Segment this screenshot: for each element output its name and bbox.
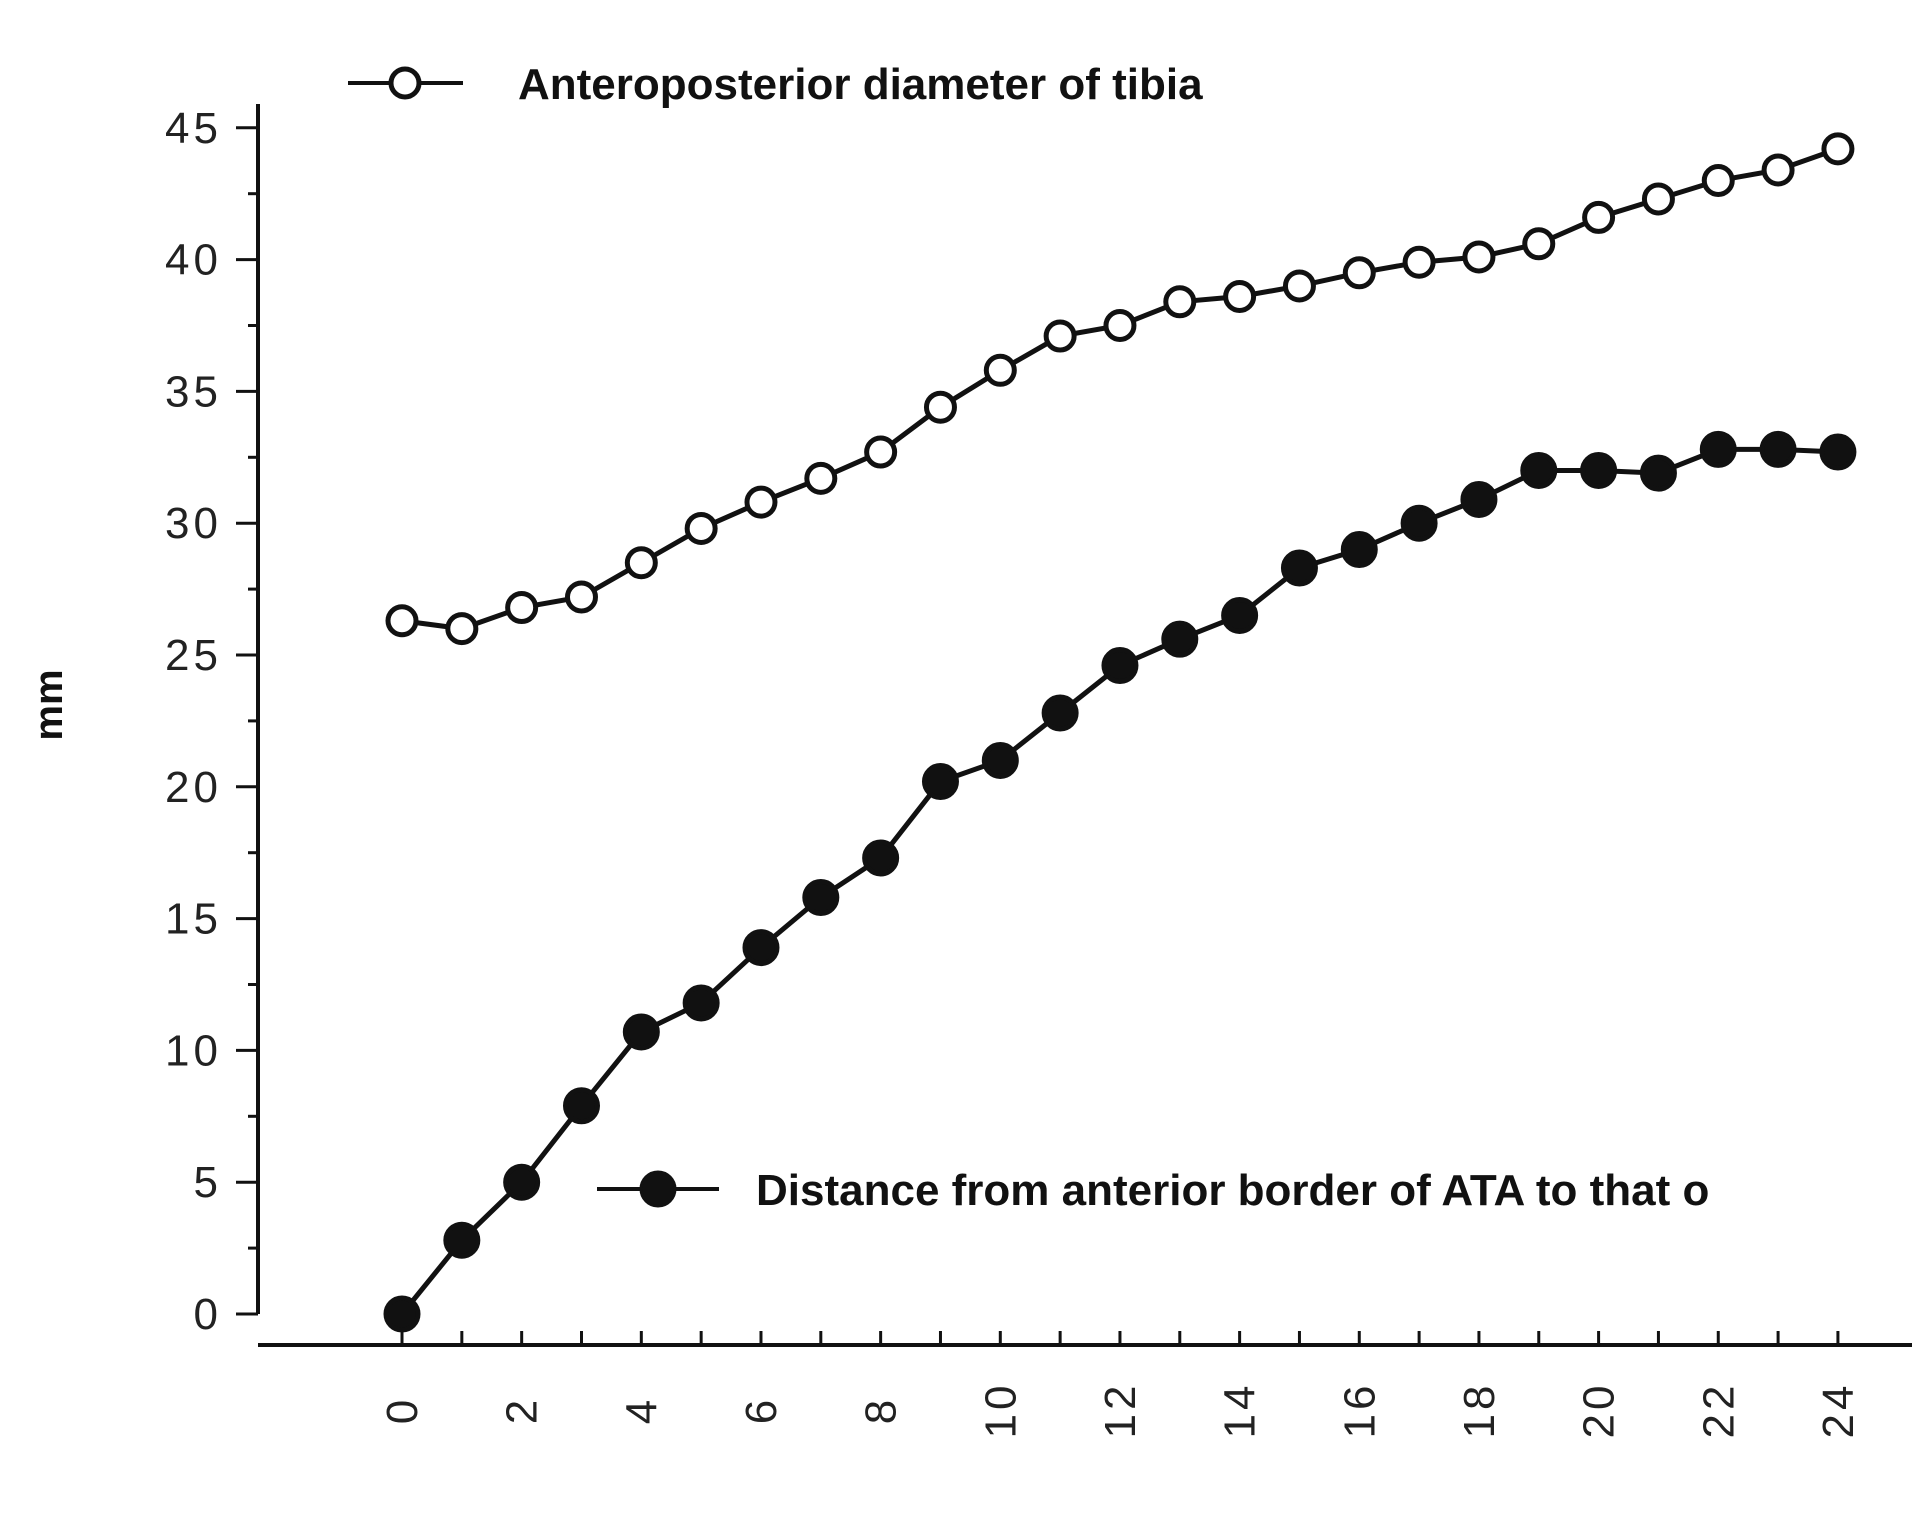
x-tick-label: 8 — [857, 1396, 906, 1424]
filled-circle-marker — [443, 1221, 481, 1259]
x-tick-label: 12 — [1096, 1382, 1145, 1439]
series-group — [383, 132, 1857, 1333]
series-ata-distance — [383, 430, 1857, 1333]
filled-circle-icon — [639, 1170, 677, 1208]
legend-label-ata-distance: Distance from anterior border of ATA to … — [756, 1166, 1709, 1215]
filled-circle-marker — [1699, 430, 1737, 468]
filled-circle-marker — [1819, 433, 1857, 471]
open-circle-marker — [1761, 153, 1795, 187]
filled-circle-marker — [383, 1295, 421, 1333]
filled-circle-marker — [1041, 694, 1079, 732]
filled-circle-marker — [1280, 549, 1318, 587]
open-circle-marker — [1163, 285, 1197, 319]
filled-circle-marker — [981, 741, 1019, 779]
filled-circle-marker — [802, 879, 840, 917]
open-circle-marker — [864, 435, 898, 469]
series-line — [401, 146, 1839, 632]
filled-circle-marker — [921, 763, 959, 801]
x-tick-label: 20 — [1575, 1382, 1624, 1439]
y-tick-label: 40 — [165, 236, 222, 285]
filled-circle-marker — [1221, 596, 1259, 634]
filled-circle-marker — [1460, 480, 1498, 518]
filled-circle-marker — [1400, 504, 1438, 542]
open-circle-marker — [684, 511, 718, 545]
filled-circle-marker — [862, 839, 900, 877]
open-circle-marker — [505, 591, 539, 625]
filled-circle-marker — [1639, 454, 1677, 492]
filled-circle-marker — [503, 1163, 541, 1201]
open-circle-marker — [624, 546, 658, 580]
open-circle-marker — [1043, 319, 1077, 353]
open-circle-marker — [1701, 164, 1735, 198]
x-tick-label: 0 — [378, 1396, 427, 1424]
open-circle-marker — [983, 353, 1017, 387]
open-circle-marker — [564, 580, 598, 614]
filled-circle-marker — [1340, 531, 1378, 569]
open-circle-marker — [1821, 132, 1855, 166]
y-axis-title: mm — [27, 669, 71, 740]
x-tick-label: 6 — [737, 1396, 786, 1424]
open-circle-marker — [804, 461, 838, 495]
x-tick-label: 2 — [498, 1396, 547, 1424]
y-tick-label: 35 — [165, 367, 222, 416]
open-circle-marker — [744, 485, 778, 519]
open-circle-marker — [1402, 245, 1436, 279]
filled-circle-marker — [1520, 451, 1558, 489]
y-tick-label: 5 — [194, 1158, 222, 1207]
open-circle-marker — [1582, 200, 1616, 234]
y-tick-label: 15 — [165, 895, 222, 944]
open-circle-marker — [1223, 280, 1257, 314]
filled-circle-marker — [1759, 430, 1797, 468]
filled-circle-marker — [1101, 647, 1139, 685]
x-tick-label: 16 — [1335, 1382, 1384, 1439]
open-circle-marker — [445, 612, 479, 646]
x-tick-label: 22 — [1694, 1382, 1743, 1439]
y-tick-label: 25 — [165, 631, 222, 680]
open-circle-marker — [1522, 227, 1556, 261]
filled-circle-marker — [622, 1013, 660, 1051]
x-tick-label: 10 — [976, 1382, 1025, 1439]
x-tick-label: 4 — [617, 1396, 666, 1424]
open-circle-icon — [388, 66, 422, 100]
filled-circle-marker — [1161, 620, 1199, 658]
filled-circle-marker — [742, 929, 780, 967]
y-tick-label: 20 — [165, 763, 222, 812]
legend-label-anteroposterior: Anteroposterior diameter of tibia — [518, 60, 1203, 109]
open-circle-marker — [1103, 309, 1137, 342]
filled-circle-marker — [562, 1087, 600, 1125]
filled-circle-marker — [1580, 451, 1618, 489]
series-anteroposterior-diameter — [385, 132, 1855, 646]
x-tick-label: 14 — [1216, 1382, 1265, 1439]
y-tick-label: 10 — [165, 1026, 222, 1075]
x-tick-label: 18 — [1455, 1382, 1504, 1439]
y-tick-label: 0 — [194, 1290, 222, 1339]
open-circle-marker — [1462, 240, 1496, 274]
open-circle-marker — [1641, 182, 1675, 216]
open-circle-marker — [923, 390, 957, 424]
x-tick-label: 24 — [1814, 1382, 1863, 1439]
open-circle-marker — [1342, 256, 1376, 290]
filled-circle-marker — [682, 984, 720, 1022]
legend: Anteroposterior diameter of tibia Distanc… — [348, 60, 1709, 1215]
open-circle-marker — [385, 604, 419, 638]
y-tick-label: 30 — [165, 499, 222, 548]
y-tick-label: 45 — [165, 104, 222, 153]
open-circle-marker — [1282, 269, 1316, 303]
